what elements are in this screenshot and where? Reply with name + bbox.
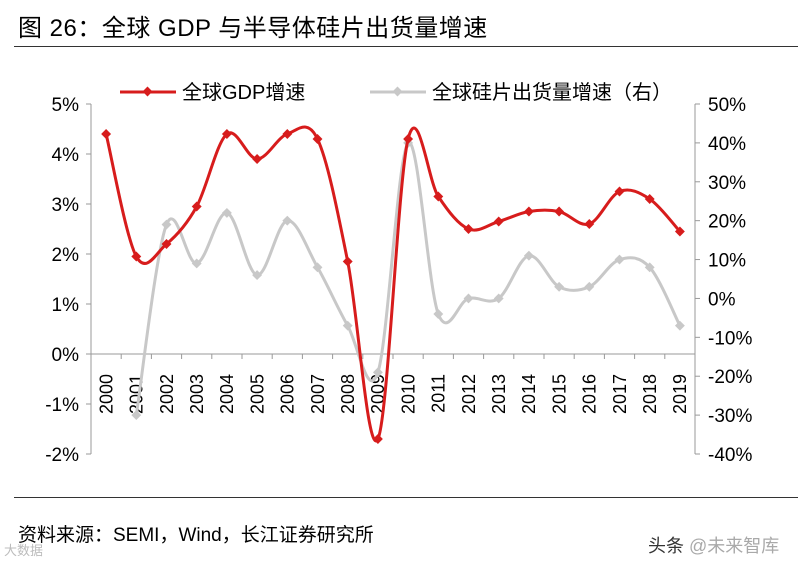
left-tick-label: 2% bbox=[52, 245, 80, 266]
data-point-wafer bbox=[674, 320, 685, 331]
right-tick-label: -40% bbox=[708, 445, 752, 466]
data-point-gdp bbox=[463, 224, 474, 234]
x-tick-label: 2002 bbox=[157, 374, 177, 414]
data-point-gdp bbox=[674, 226, 685, 237]
source-note: 资料来源：SEMI，Wind，长江证券研究所 bbox=[18, 525, 374, 546]
data-point-wafer bbox=[221, 207, 232, 218]
right-tick-label: 10% bbox=[708, 251, 746, 272]
x-tick-label: 2011 bbox=[429, 374, 449, 413]
x-tick-label: 2000 bbox=[96, 374, 116, 414]
data-point-gdp bbox=[644, 194, 655, 204]
top-divider bbox=[14, 46, 798, 47]
data-point-wafer bbox=[312, 262, 323, 273]
data-point-gdp bbox=[523, 206, 534, 217]
right-tick-label: -10% bbox=[708, 328, 752, 349]
right-tick-label: 50% bbox=[708, 95, 746, 116]
x-tick-label: 2004 bbox=[217, 374, 237, 414]
data-point-wafer bbox=[554, 281, 565, 292]
data-point-wafer bbox=[523, 250, 534, 261]
watermark-left: 大数据 bbox=[4, 543, 44, 558]
data-point-wafer bbox=[342, 320, 353, 331]
data-point-wafer bbox=[493, 293, 504, 304]
left-tick-label: 5% bbox=[52, 95, 80, 116]
x-tick-label: 2007 bbox=[308, 374, 328, 414]
legend-wafer-label: 全球硅片出货量增速（右） bbox=[432, 81, 672, 104]
left-tick-label: -1% bbox=[45, 395, 79, 416]
data-point-gdp bbox=[614, 186, 625, 197]
data-point-wafer bbox=[252, 270, 263, 281]
legend-wafer-marker bbox=[392, 86, 403, 97]
right-tick-label: -30% bbox=[708, 406, 752, 427]
data-point-wafer bbox=[282, 215, 293, 226]
left-tick-label: 0% bbox=[52, 345, 80, 366]
left-tick-label: 3% bbox=[52, 195, 80, 216]
data-point-gdp bbox=[493, 216, 504, 227]
series-line-gdp bbox=[104, 125, 682, 443]
x-tick-label: 2017 bbox=[610, 374, 630, 414]
left-tick-label: -2% bbox=[45, 445, 79, 466]
x-tick-label: 2006 bbox=[278, 374, 298, 414]
data-point-gdp bbox=[584, 219, 595, 229]
data-point-gdp bbox=[372, 434, 383, 444]
x-tick-label: 2005 bbox=[247, 374, 267, 414]
left-tick-label: 4% bbox=[52, 145, 80, 166]
data-point-gdp bbox=[101, 129, 112, 139]
right-tick-label: 20% bbox=[708, 212, 746, 233]
left-tick-label: 1% bbox=[52, 295, 80, 316]
data-point-wafer bbox=[433, 309, 444, 319]
right-tick-label: 0% bbox=[708, 289, 736, 310]
x-tick-label: 2016 bbox=[580, 374, 600, 414]
series-line-wafer bbox=[134, 141, 682, 416]
bottom-divider bbox=[14, 497, 798, 498]
data-point-gdp bbox=[342, 256, 353, 267]
right-tick-label: 40% bbox=[708, 134, 746, 155]
data-point-gdp bbox=[554, 206, 565, 217]
x-tick-label: 2003 bbox=[187, 374, 207, 414]
data-point-gdp bbox=[282, 129, 293, 139]
data-point-wafer bbox=[644, 262, 655, 273]
x-tick-label: 2013 bbox=[489, 374, 509, 414]
watermark-prefix: 头条 bbox=[648, 536, 684, 556]
data-point-wafer bbox=[372, 367, 383, 378]
legend-gdp-label: 全球GDP增速 bbox=[182, 81, 305, 104]
watermark-right: 头条 @未来智库 bbox=[648, 532, 779, 558]
figure-title: 图 26：全球 GDP 与半导体硅片出货量增速 bbox=[18, 15, 488, 42]
x-tick-label: 2014 bbox=[519, 374, 539, 414]
data-point-wafer bbox=[463, 293, 474, 304]
x-tick-label: 2018 bbox=[640, 374, 660, 414]
data-point-gdp bbox=[131, 251, 142, 262]
x-tick-label: 2019 bbox=[670, 374, 690, 414]
data-point-wafer bbox=[131, 410, 142, 421]
data-point-gdp bbox=[252, 154, 263, 164]
x-tick-label: 2012 bbox=[459, 374, 479, 414]
right-tick-label: -20% bbox=[708, 367, 752, 388]
watermark-name: @未来智库 bbox=[689, 536, 780, 556]
data-point-gdp bbox=[403, 134, 414, 144]
right-tick-label: 30% bbox=[708, 173, 746, 194]
data-point-wafer bbox=[161, 219, 172, 230]
data-point-gdp bbox=[312, 134, 323, 144]
data-point-gdp bbox=[161, 239, 172, 249]
x-tick-label: 2008 bbox=[338, 374, 358, 414]
data-point-wafer bbox=[584, 281, 595, 292]
data-point-wafer bbox=[614, 254, 625, 265]
x-tick-label: 2010 bbox=[398, 374, 418, 414]
x-tick-label: 2015 bbox=[549, 374, 569, 414]
data-point-gdp bbox=[221, 129, 232, 139]
data-point-wafer bbox=[191, 258, 202, 269]
legend-gdp-marker bbox=[142, 86, 153, 97]
data-point-gdp bbox=[433, 191, 444, 202]
data-point-gdp bbox=[191, 201, 202, 212]
